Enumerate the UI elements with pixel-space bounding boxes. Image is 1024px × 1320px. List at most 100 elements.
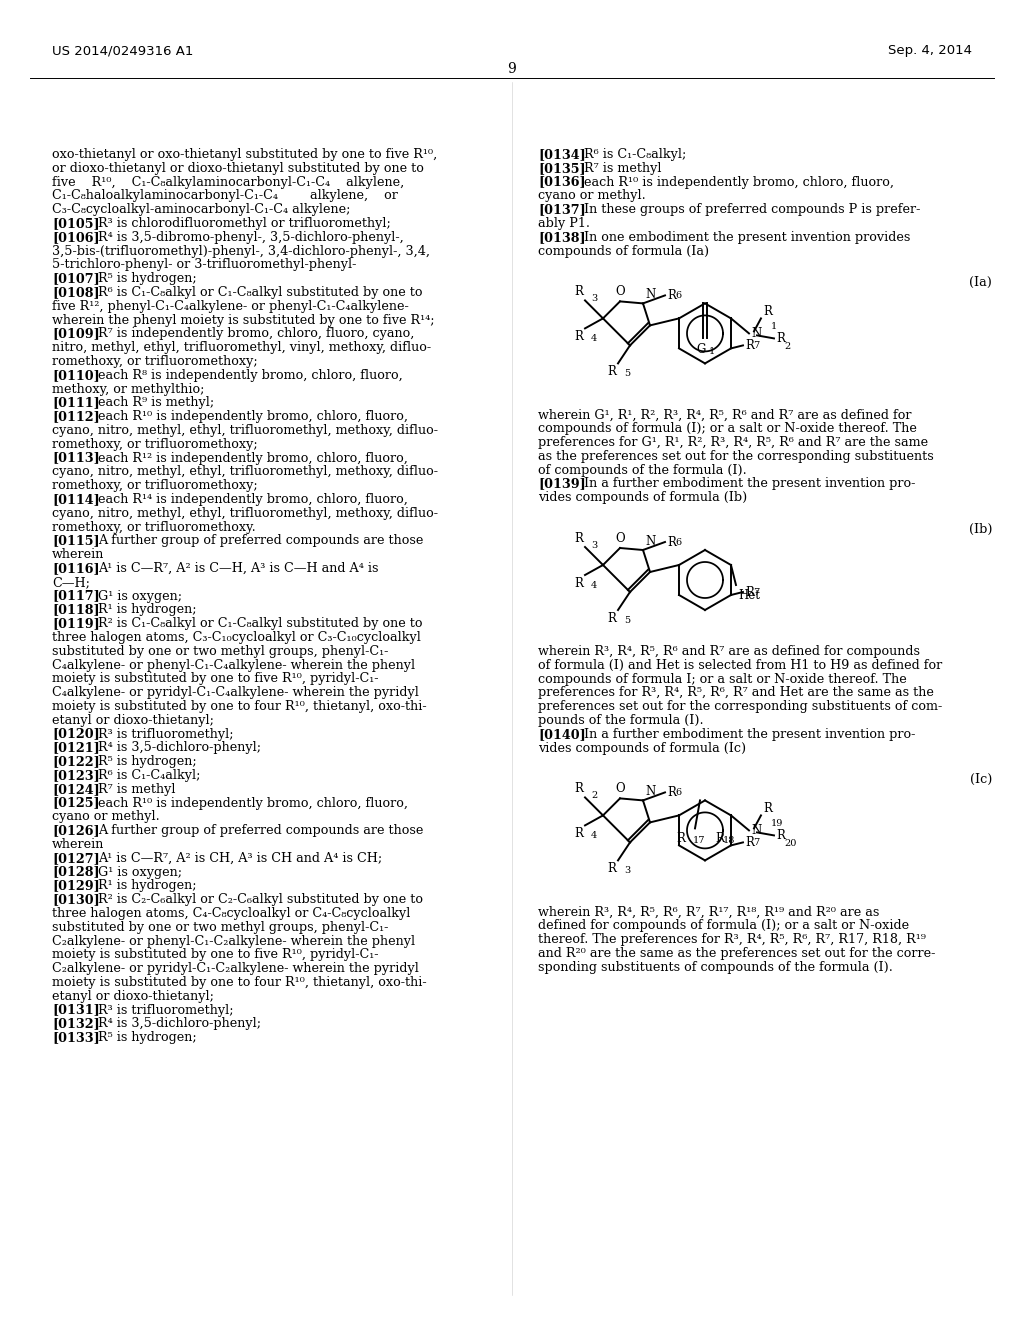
Text: wherein G¹, R¹, R², R³, R⁴, R⁵, R⁶ and R⁷ are as defined for: wherein G¹, R¹, R², R³, R⁴, R⁵, R⁶ and R…: [538, 408, 911, 421]
Text: C₁-C₈haloalkylaminocarbonyl-C₁-C₄        alkylene,    or: C₁-C₈haloalkylaminocarbonyl-C₁-C₄ alkyle…: [52, 189, 398, 202]
Text: romethoxy, or trifluoromethoxy;: romethoxy, or trifluoromethoxy;: [52, 479, 258, 492]
Text: moiety is substituted by one to five R¹⁰, pyridyl-C₁-: moiety is substituted by one to five R¹⁰…: [52, 672, 379, 685]
Text: cyano, nitro, methyl, ethyl, trifluoromethyl, methoxy, difluo-: cyano, nitro, methyl, ethyl, trifluorome…: [52, 466, 438, 478]
Text: R: R: [763, 305, 772, 318]
Text: O: O: [615, 285, 625, 298]
Text: 6: 6: [675, 292, 681, 301]
Text: of formula (I) and Het is selected from H1 to H9 as defined for: of formula (I) and Het is selected from …: [538, 659, 942, 672]
Text: five    R¹⁰,    C₁-C₈alkylaminocarbonyl-C₁-C₄    alkylene,: five R¹⁰, C₁-C₈alkylaminocarbonyl-C₁-C₄ …: [52, 176, 404, 189]
Text: each R⁹ is methyl;: each R⁹ is methyl;: [98, 396, 214, 409]
Text: romethoxy, or trifluoromethoxy;: romethoxy, or trifluoromethoxy;: [52, 355, 258, 368]
Text: compounds of formula (Ia): compounds of formula (Ia): [538, 244, 710, 257]
Text: [0125]: [0125]: [52, 796, 99, 809]
Text: moiety is substituted by one to five R¹⁰, pyridyl-C₁-: moiety is substituted by one to five R¹⁰…: [52, 948, 379, 961]
Text: In a further embodiment the present invention pro-: In a further embodiment the present inve…: [584, 478, 915, 491]
Text: preferences for G¹, R¹, R², R³, R⁴, R⁵, R⁶ and R⁷ are the same: preferences for G¹, R¹, R², R³, R⁴, R⁵, …: [538, 436, 928, 449]
Text: [0114]: [0114]: [52, 492, 99, 506]
Text: [0122]: [0122]: [52, 755, 99, 768]
Text: 4: 4: [591, 334, 597, 343]
Text: R³ is trifluoromethyl;: R³ is trifluoromethyl;: [98, 727, 233, 741]
Text: [0128]: [0128]: [52, 866, 99, 879]
Text: A¹ is C—R⁷, A² is C—H, A³ is C—H and A⁴ is: A¹ is C—R⁷, A² is C—H, A³ is C—H and A⁴ …: [98, 562, 379, 576]
Text: In these groups of preferred compounds P is prefer-: In these groups of preferred compounds P…: [584, 203, 921, 216]
Text: 6: 6: [675, 788, 681, 797]
Text: In a further embodiment the present invention pro-: In a further embodiment the present inve…: [584, 727, 915, 741]
Text: R⁵ is hydrogen;: R⁵ is hydrogen;: [98, 272, 197, 285]
Text: cyano, nitro, methyl, ethyl, trifluoromethyl, methoxy, difluo-: cyano, nitro, methyl, ethyl, trifluorome…: [52, 424, 438, 437]
Text: 3: 3: [591, 294, 597, 304]
Text: etanyl or dioxo-thietanyl;: etanyl or dioxo-thietanyl;: [52, 990, 214, 1003]
Text: Sep. 4, 2014: Sep. 4, 2014: [888, 44, 972, 57]
Text: 7: 7: [753, 587, 759, 597]
Text: C₂alkylene- or phenyl-C₁-C₂alkylene- wherein the phenyl: C₂alkylene- or phenyl-C₁-C₂alkylene- whe…: [52, 935, 415, 948]
Text: sponding substituents of compounds of the formula (I).: sponding substituents of compounds of th…: [538, 961, 893, 974]
Text: R⁶ is C₁-C₈alkyl or C₁-C₈alkyl substituted by one to: R⁶ is C₁-C₈alkyl or C₁-C₈alkyl substitut…: [98, 286, 423, 300]
Text: wherein: wherein: [52, 548, 104, 561]
Text: R: R: [745, 836, 754, 849]
Text: R: R: [574, 828, 583, 841]
Text: pounds of the formula (I).: pounds of the formula (I).: [538, 714, 703, 727]
Text: C₂alkylene- or pyridyl-C₁-C₂alkylene- wherein the pyridyl: C₂alkylene- or pyridyl-C₁-C₂alkylene- wh…: [52, 962, 419, 975]
Text: R⁵ is hydrogen;: R⁵ is hydrogen;: [98, 1031, 197, 1044]
Text: R: R: [676, 833, 685, 845]
Text: G¹ is oxygen;: G¹ is oxygen;: [98, 590, 182, 603]
Text: [0106]: [0106]: [52, 231, 99, 244]
Text: [0137]: [0137]: [538, 203, 586, 216]
Text: each R¹⁰ is independently bromo, chloro, fluoro,: each R¹⁰ is independently bromo, chloro,…: [584, 176, 894, 189]
Text: 3,5-bis-(trifluoromethyl)-phenyl-, 3,4-dichloro-phenyl-, 3,4,: 3,5-bis-(trifluoromethyl)-phenyl-, 3,4-d…: [52, 244, 430, 257]
Text: R: R: [574, 330, 583, 343]
Text: 1: 1: [771, 322, 777, 331]
Text: each R¹⁴ is independently bromo, chloro, fluoro,: each R¹⁴ is independently bromo, chloro,…: [98, 492, 408, 506]
Text: cyano or methyl.: cyano or methyl.: [52, 810, 160, 824]
Text: [0118]: [0118]: [52, 603, 99, 616]
Text: 6: 6: [675, 539, 681, 546]
Text: [0138]: [0138]: [538, 231, 586, 244]
Text: R: R: [667, 536, 676, 549]
Text: N: N: [751, 327, 761, 341]
Text: R: R: [574, 783, 583, 796]
Text: R: R: [607, 366, 616, 379]
Text: oxo-thietanyl or oxo-thietanyl substituted by one to five R¹⁰,: oxo-thietanyl or oxo-thietanyl substitut…: [52, 148, 437, 161]
Text: C₃-C₈cycloalkyl-aminocarbonyl-C₁-C₄ alkylene;: C₃-C₈cycloalkyl-aminocarbonyl-C₁-C₄ alky…: [52, 203, 350, 216]
Text: R⁴ is 3,5-dibromo-phenyl-, 3,5-dichloro-phenyl-,: R⁴ is 3,5-dibromo-phenyl-, 3,5-dichloro-…: [98, 231, 403, 244]
Text: A further group of preferred compounds are those: A further group of preferred compounds a…: [98, 535, 423, 548]
Text: wherein R³, R⁴, R⁵, R⁶ and R⁷ are as defined for compounds: wherein R³, R⁴, R⁵, R⁶ and R⁷ are as def…: [538, 645, 920, 657]
Text: [0134]: [0134]: [538, 148, 586, 161]
Text: R: R: [607, 862, 616, 875]
Text: [0132]: [0132]: [52, 1018, 99, 1031]
Text: substituted by one or two methyl groups, phenyl-C₁-: substituted by one or two methyl groups,…: [52, 921, 388, 933]
Text: C₄alkylene- or phenyl-C₁-C₄alkylene- wherein the phenyl: C₄alkylene- or phenyl-C₁-C₄alkylene- whe…: [52, 659, 415, 672]
Text: preferences set out for the corresponding substituents of com-: preferences set out for the correspondin…: [538, 700, 942, 713]
Text: R² is C₁-C₈alkyl or C₁-C₈alkyl substituted by one to: R² is C₁-C₈alkyl or C₁-C₈alkyl substitut…: [98, 618, 423, 630]
Text: C₄alkylene- or pyridyl-C₁-C₄alkylene- wherein the pyridyl: C₄alkylene- or pyridyl-C₁-C₄alkylene- wh…: [52, 686, 419, 700]
Text: three halogen atoms, C₄-C₈cycloalkyl or C₄-C₈cycloalkyl: three halogen atoms, C₄-C₈cycloalkyl or …: [52, 907, 411, 920]
Text: cyano or methyl.: cyano or methyl.: [538, 189, 646, 202]
Text: R: R: [574, 577, 583, 590]
Text: each R¹⁰ is independently bromo, chloro, fluoro,: each R¹⁰ is independently bromo, chloro,…: [98, 411, 408, 424]
Text: nitro, methyl, ethyl, trifluoromethyl, vinyl, methoxy, difluo-: nitro, methyl, ethyl, trifluoromethyl, v…: [52, 341, 431, 354]
Text: or dioxo-thietanyl or dioxo-thietanyl substituted by one to: or dioxo-thietanyl or dioxo-thietanyl su…: [52, 162, 424, 174]
Text: US 2014/0249316 A1: US 2014/0249316 A1: [52, 44, 194, 57]
Text: [0139]: [0139]: [538, 478, 586, 491]
Text: R: R: [745, 586, 754, 598]
Text: moiety is substituted by one to four R¹⁰, thietanyl, oxo-thi-: moiety is substituted by one to four R¹⁰…: [52, 975, 427, 989]
Text: A further group of preferred compounds are those: A further group of preferred compounds a…: [98, 824, 423, 837]
Text: 5-trichloro-phenyl- or 3-trifluoromethyl-phenyl-: 5-trichloro-phenyl- or 3-trifluoromethyl…: [52, 259, 356, 272]
Text: [0121]: [0121]: [52, 742, 99, 755]
Text: [0110]: [0110]: [52, 368, 99, 381]
Text: cyano, nitro, methyl, ethyl, trifluoromethyl, methoxy, difluo-: cyano, nitro, methyl, ethyl, trifluorome…: [52, 507, 438, 520]
Text: and R²⁰ are the same as the preferences set out for the corre-: and R²⁰ are the same as the preferences …: [538, 946, 935, 960]
Text: [0111]: [0111]: [52, 396, 99, 409]
Text: R⁴ is 3,5-dichloro-phenyl;: R⁴ is 3,5-dichloro-phenyl;: [98, 1018, 261, 1031]
Text: R: R: [776, 331, 784, 345]
Text: three halogen atoms, C₃-C₁₀cycloalkyl or C₃-C₁₀cycloalkyl: three halogen atoms, C₃-C₁₀cycloalkyl or…: [52, 631, 421, 644]
Text: R³ is chlorodifluoromethyl or trifluoromethyl;: R³ is chlorodifluoromethyl or trifluorom…: [98, 216, 391, 230]
Text: [0127]: [0127]: [52, 851, 99, 865]
Text: romethoxy, or trifluoromethoxy.: romethoxy, or trifluoromethoxy.: [52, 520, 256, 533]
Text: [0113]: [0113]: [52, 451, 99, 465]
Text: compounds of formula (I); or a salt or N-oxide thereof. The: compounds of formula (I); or a salt or N…: [538, 422, 916, 436]
Text: R¹ is hydrogen;: R¹ is hydrogen;: [98, 603, 197, 616]
Text: compounds of formula I; or a salt or N-oxide thereof. The: compounds of formula I; or a salt or N-o…: [538, 673, 906, 685]
Text: [0108]: [0108]: [52, 286, 99, 300]
Text: romethoxy, or trifluoromethoxy;: romethoxy, or trifluoromethoxy;: [52, 438, 258, 451]
